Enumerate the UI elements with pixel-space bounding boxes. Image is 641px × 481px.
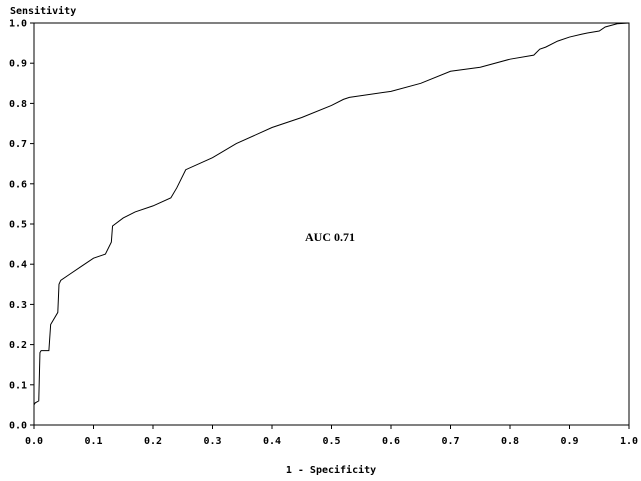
y-tick-label: 0.9 — [9, 59, 27, 70]
y-tick-label: 0.4 — [9, 260, 27, 271]
x-tick-label: 0.6 — [382, 436, 400, 447]
x-tick-label: 0.8 — [501, 436, 519, 447]
y-tick-label: 0.1 — [9, 380, 27, 391]
x-tick-label: 0.5 — [322, 436, 340, 447]
plot-frame — [33, 22, 630, 426]
x-tick-label: 0.2 — [144, 436, 162, 447]
y-tick-label: 0.5 — [9, 220, 27, 231]
y-tick-label: 0.6 — [9, 179, 27, 190]
series-group — [33, 22, 630, 425]
y-tick-label: 0.7 — [9, 139, 27, 150]
y-tick-label: 1.0 — [9, 19, 27, 30]
x-tick-label: 0.0 — [25, 436, 43, 447]
y-tick-label: 0.0 — [9, 421, 27, 432]
x-tick-label: 0.1 — [84, 436, 102, 447]
x-axis-title: 1 - Specificity — [286, 464, 376, 476]
y-axis: 0.0 0.1 0.2 0.3 0.4 0.5 0.6 0.7 0.8 0.9 1.0 — [9, 19, 34, 432]
y-tick-label: 0.8 — [9, 99, 27, 110]
x-axis: 0.0 0.1 0.2 0.3 0.4 0.5 0.6 0.7 0.8 0.9 1.0 — [25, 425, 638, 447]
x-tick-label: 1.0 — [620, 436, 638, 447]
auc-annotation: AUC 0.71 — [305, 230, 355, 244]
x-tick-label: 0.9 — [560, 436, 578, 447]
y-axis-title: Sensitivity — [10, 5, 76, 17]
roc-curve-line — [33, 22, 630, 425]
y-tick-label: 0.3 — [9, 300, 27, 311]
x-tick-label: 0.4 — [263, 436, 281, 447]
x-tick-label: 0.3 — [203, 436, 221, 447]
y-tick-label: 0.2 — [9, 340, 27, 351]
x-tick-label: 0.7 — [441, 436, 459, 447]
